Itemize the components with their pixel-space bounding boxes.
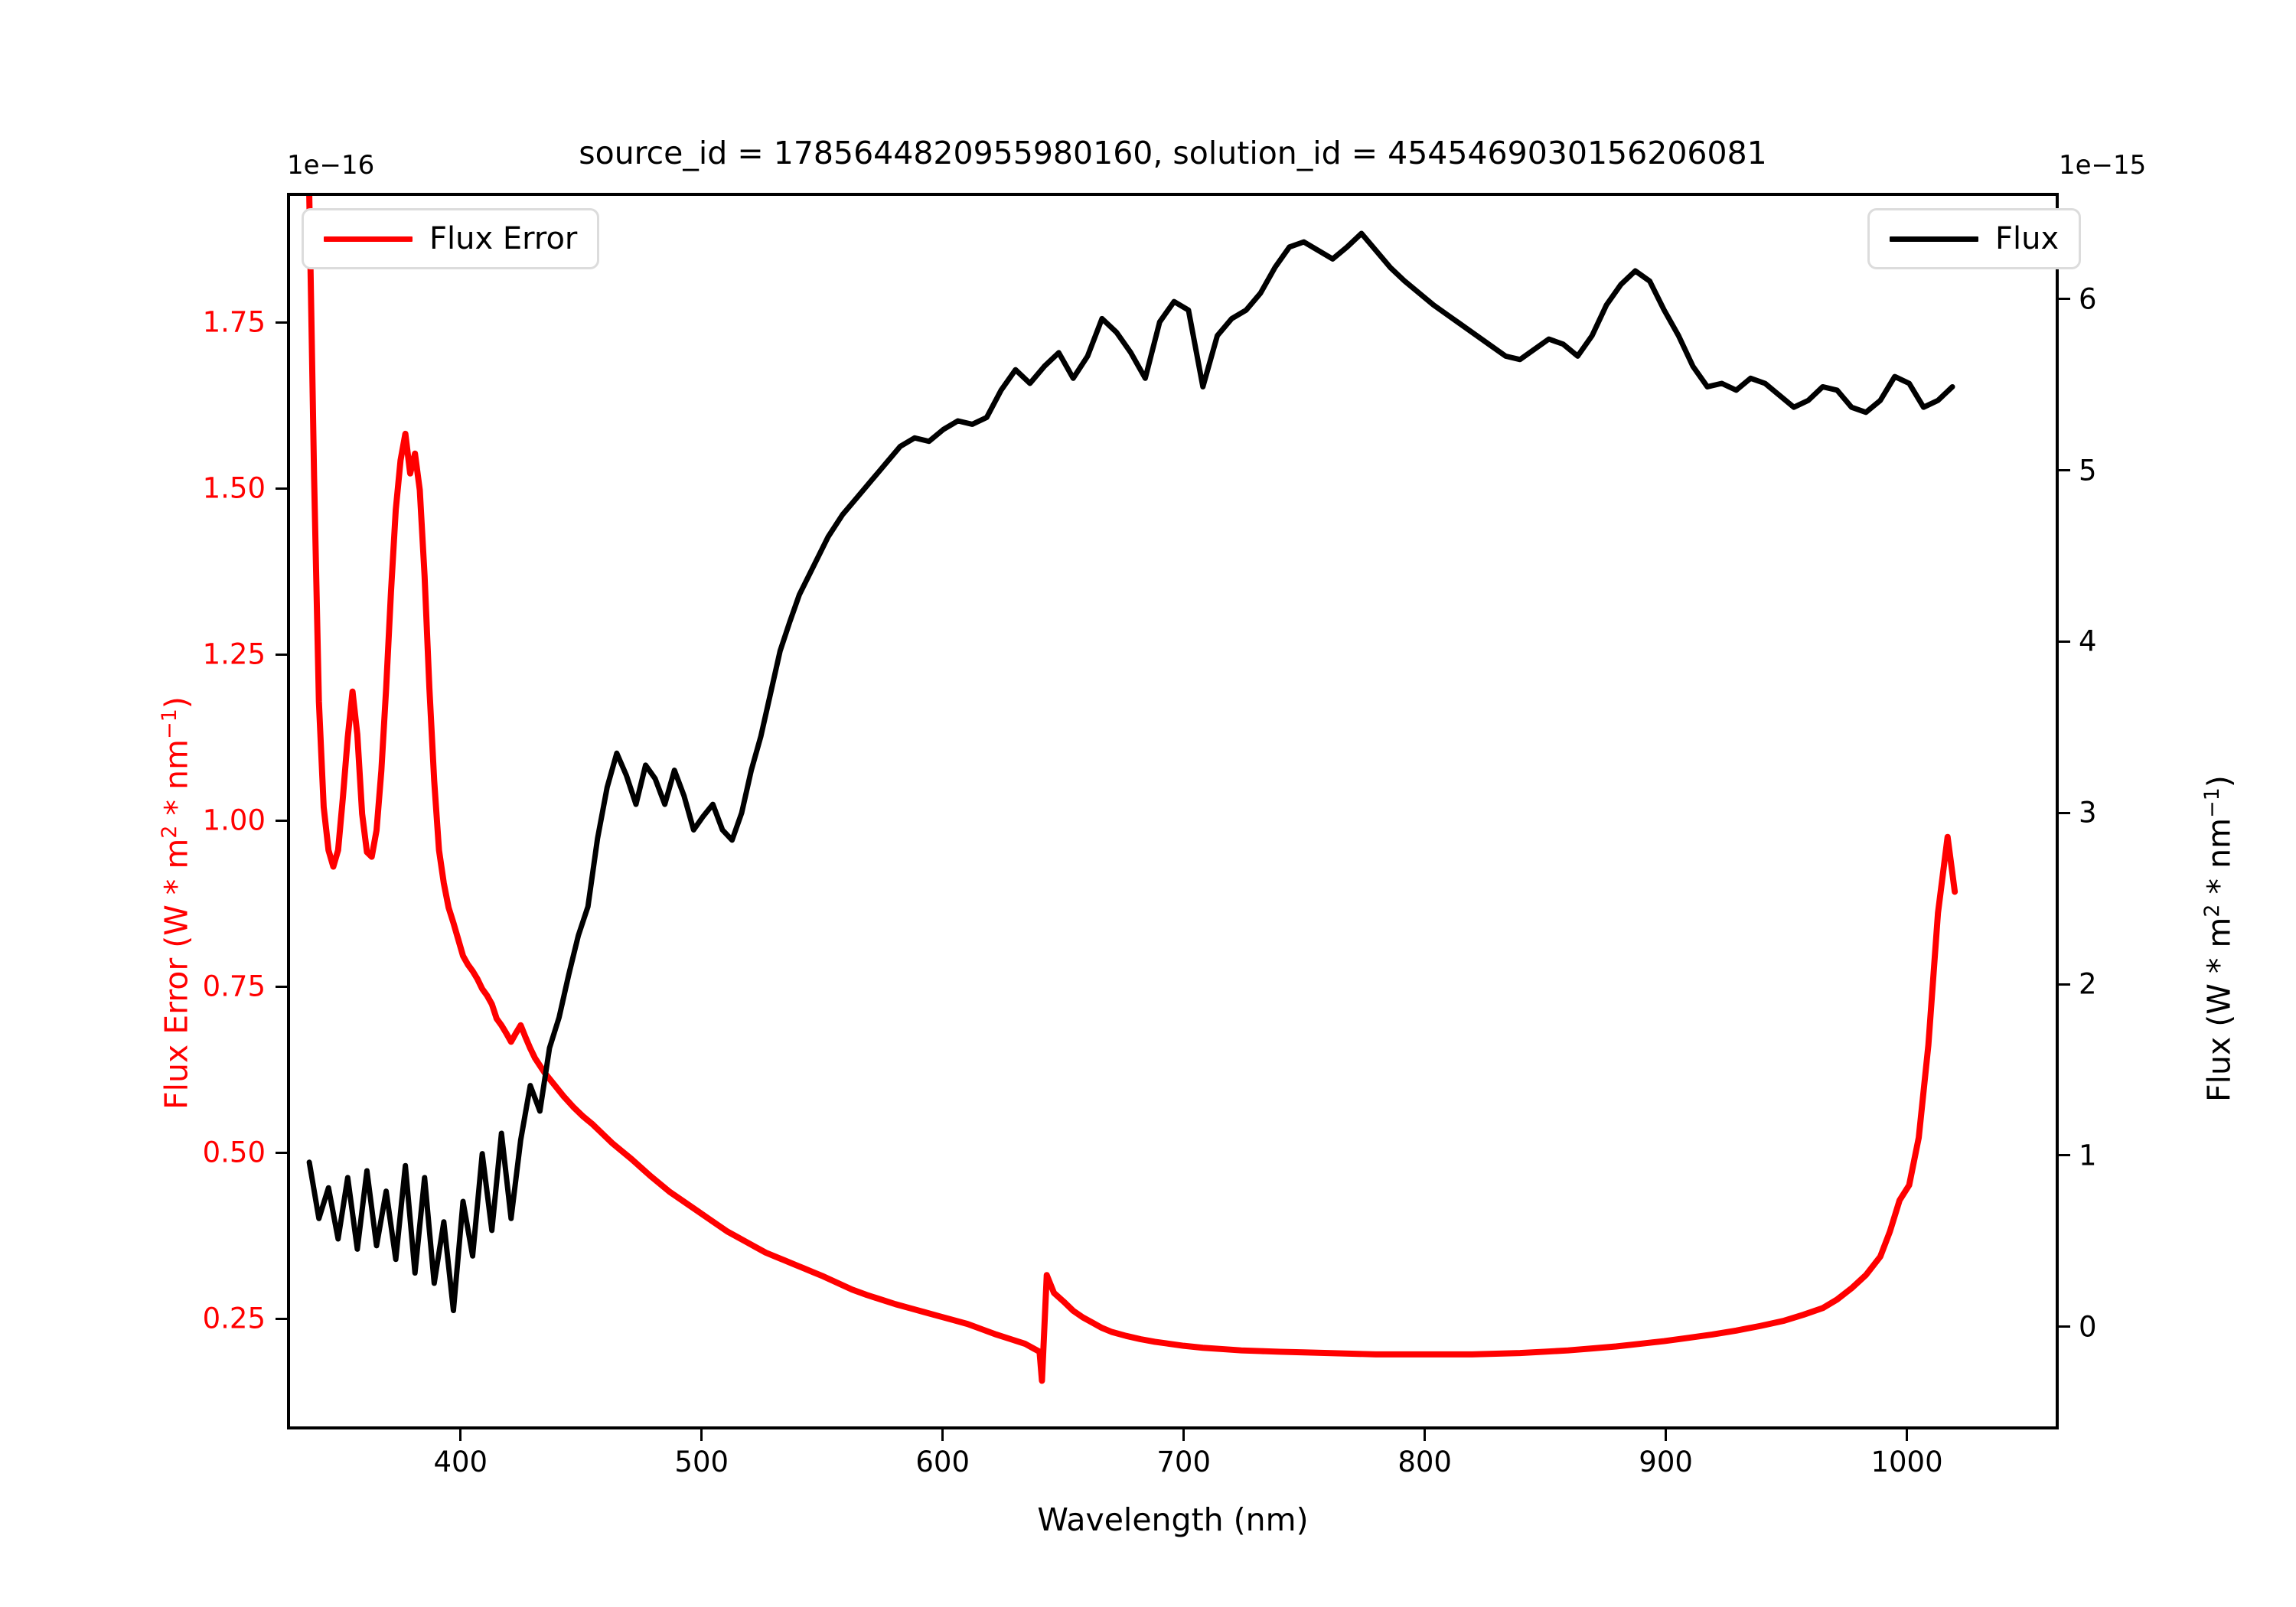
y-right-tick-mark <box>2059 1325 2070 1328</box>
y-right-tick-label: 2 <box>2079 967 2097 1001</box>
left-axis-offset-label: 1e−16 <box>287 150 375 181</box>
y-left-tick-mark <box>276 819 287 822</box>
y-right-tick-mark <box>2059 469 2070 472</box>
x-tick-label: 900 <box>1639 1446 1693 1478</box>
x-tick-label: 700 <box>1156 1446 1211 1478</box>
right-axis-offset-label: 1e−15 <box>2059 150 2147 181</box>
y-right-tick-mark <box>2059 298 2070 301</box>
y-left-tick-mark <box>276 985 287 988</box>
y-left-tick-label: 1.00 <box>202 804 266 837</box>
x-tick-mark <box>1424 1429 1427 1441</box>
y-right-tick-mark <box>2059 811 2070 814</box>
y-right-tick-label: 1 <box>2079 1139 2097 1172</box>
left-y-axis-label: Flux Error (W * m2 * nm−1) <box>158 696 195 1110</box>
x-tick-label: 500 <box>674 1446 729 1478</box>
y-right-tick-label: 6 <box>2079 282 2097 316</box>
y-right-tick-mark <box>2059 1154 2070 1157</box>
flux-legend-label: Flux <box>1995 221 2060 256</box>
x-tick-mark <box>459 1429 462 1441</box>
curves-svg <box>306 196 1958 1384</box>
y-right-tick-label: 3 <box>2079 796 2097 830</box>
right-y-axis-label: Flux (W * m2 * nm−1) <box>2200 775 2238 1102</box>
y-left-tick-label: 1.25 <box>202 637 266 671</box>
x-tick-label: 1000 <box>1870 1446 1943 1478</box>
y-right-tick-label: 5 <box>2079 454 2097 487</box>
x-tick-mark <box>1182 1429 1186 1441</box>
x-tick-label: 800 <box>1397 1446 1452 1478</box>
y-left-tick-label: 0.50 <box>202 1136 266 1169</box>
y-left-tick-label: 0.25 <box>202 1302 266 1335</box>
y-left-tick-label: 1.75 <box>202 305 266 339</box>
x-tick-label: 400 <box>433 1446 488 1478</box>
legend-flux[interactable]: Flux <box>1867 208 2082 269</box>
y-left-tick-label: 0.75 <box>202 970 266 1003</box>
legend-flux-error[interactable]: Flux Error <box>302 208 600 269</box>
plot-area <box>287 193 2059 1429</box>
y-left-tick-label: 1.50 <box>202 471 266 505</box>
x-tick-mark <box>1665 1429 1668 1441</box>
flux-line <box>306 230 1955 1314</box>
x-axis-label: Wavelength (nm) <box>1037 1501 1309 1538</box>
y-left-tick-mark <box>276 1151 287 1154</box>
x-tick-label: 600 <box>915 1446 970 1478</box>
y-left-tick-mark <box>276 487 287 490</box>
flux-error-line <box>306 196 1958 1384</box>
flux-error-legend-label: Flux Error <box>429 221 578 256</box>
y-right-tick-mark <box>2059 640 2070 643</box>
y-right-tick-mark <box>2059 983 2070 986</box>
y-right-tick-label: 4 <box>2079 624 2097 658</box>
page-title: source_id = 1785644820955980160, solutio… <box>579 135 1767 171</box>
y-left-tick-mark <box>276 1317 287 1320</box>
x-tick-mark <box>941 1429 944 1441</box>
y-right-tick-label: 0 <box>2079 1310 2097 1344</box>
flux-legend-swatch <box>1890 236 1978 242</box>
y-left-tick-mark <box>276 321 287 324</box>
x-tick-mark <box>700 1429 703 1441</box>
x-tick-mark <box>1906 1429 1909 1441</box>
y-left-tick-mark <box>276 653 287 656</box>
flux-error-legend-swatch <box>324 236 413 242</box>
